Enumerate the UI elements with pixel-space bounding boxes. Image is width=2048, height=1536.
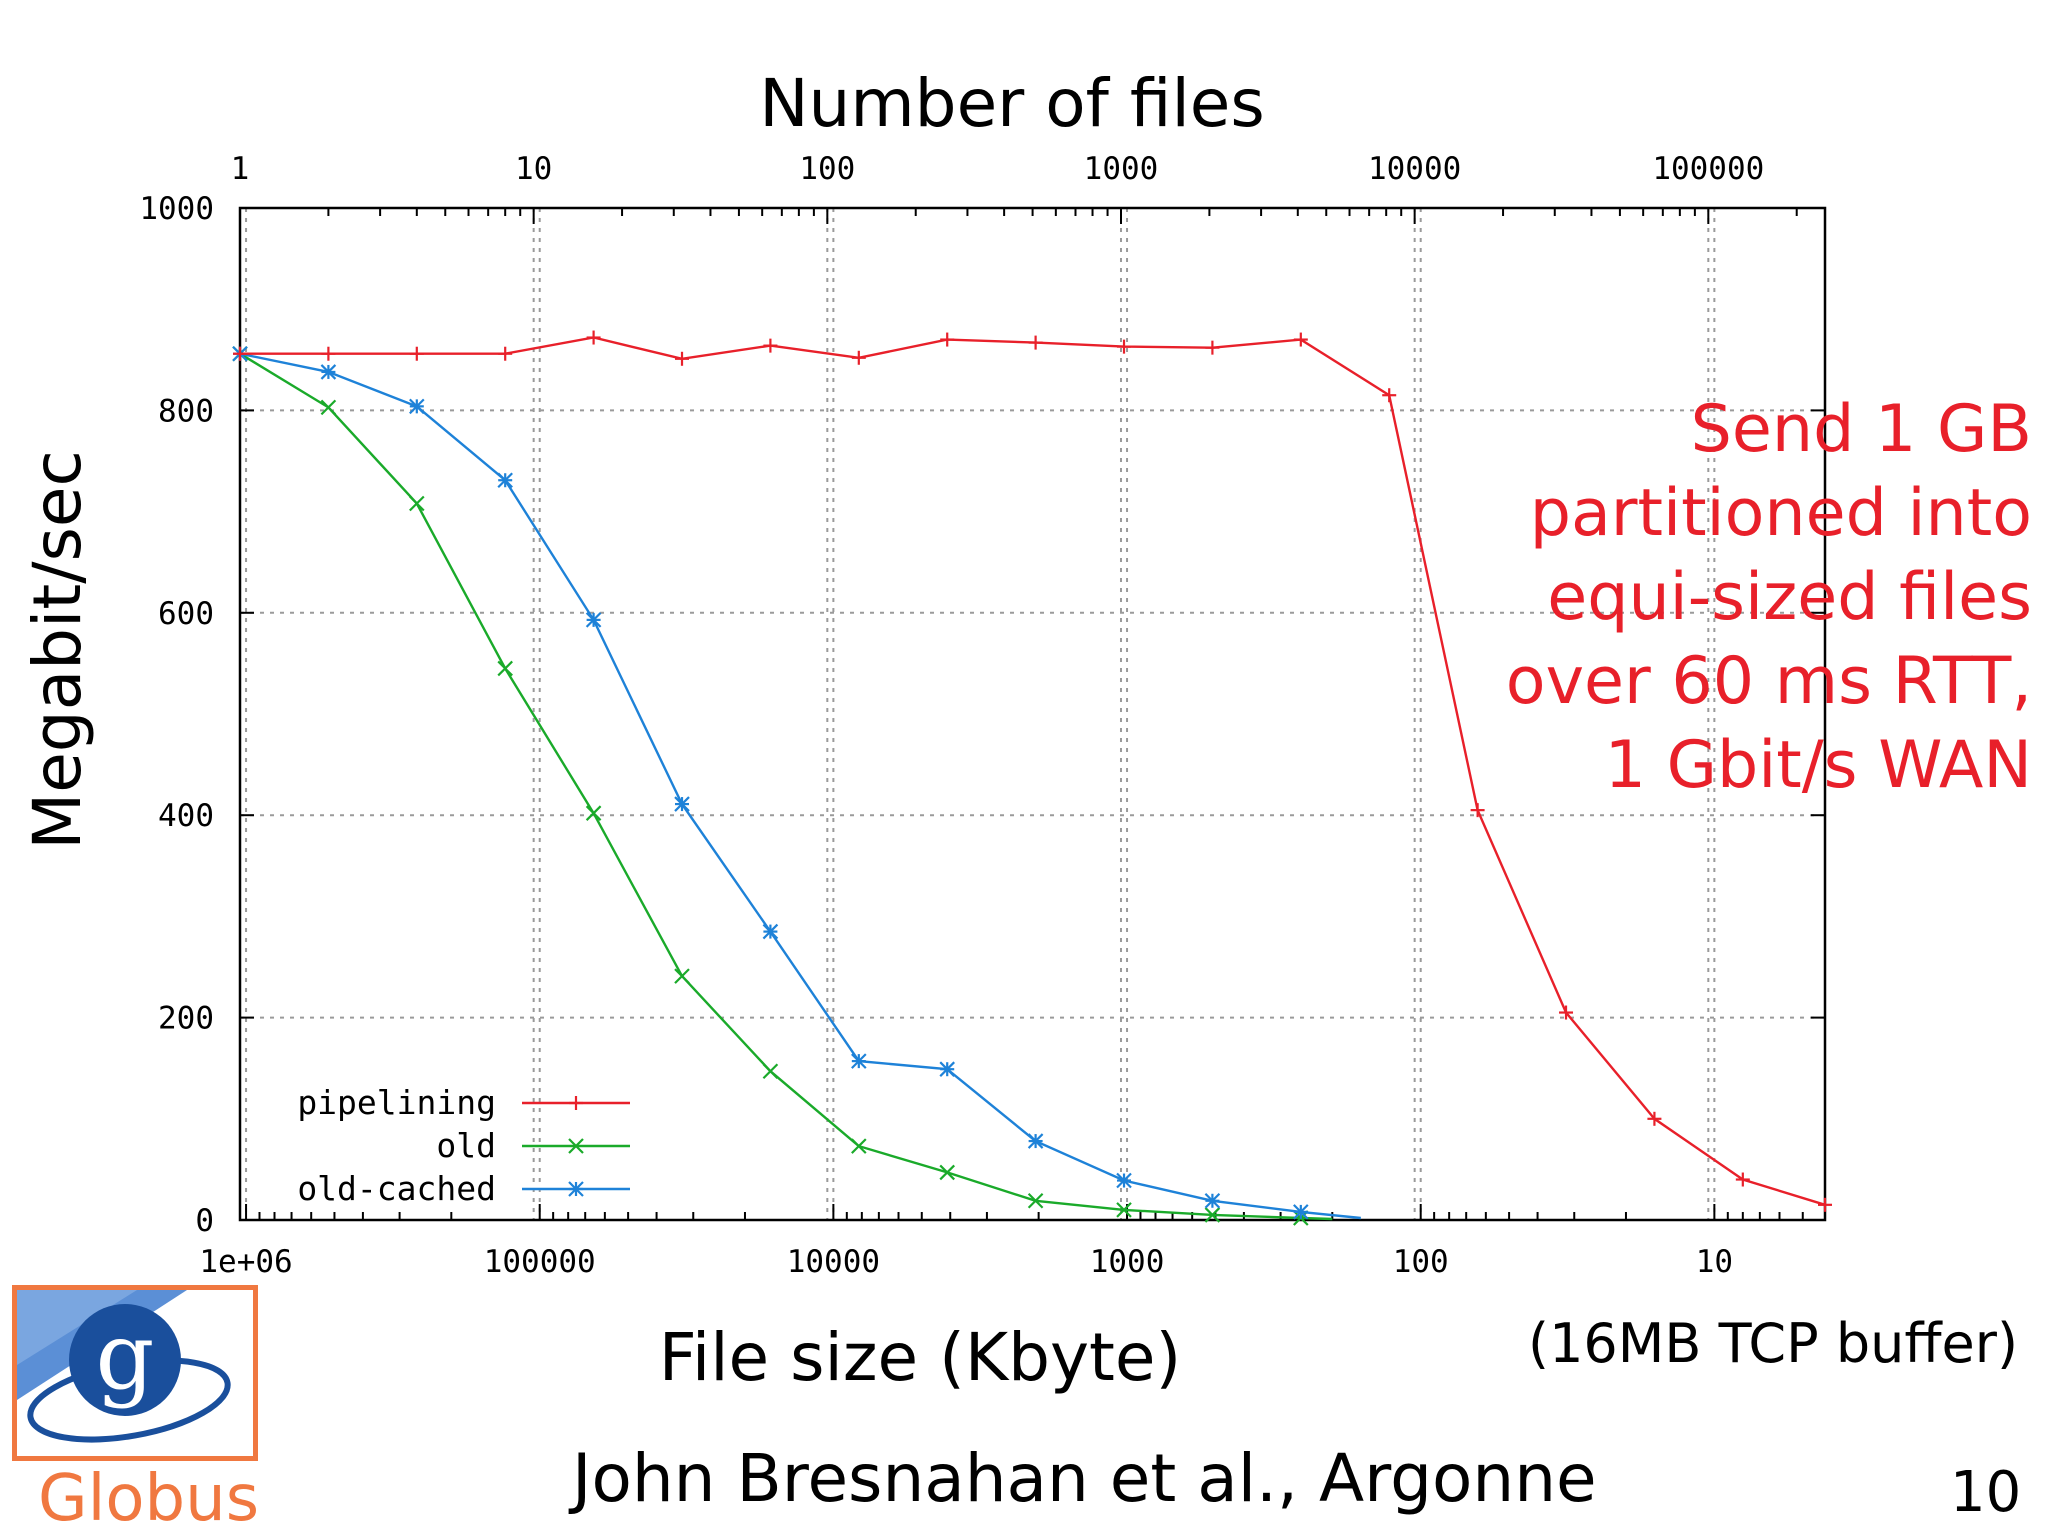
data-point-old [851,1138,867,1154]
data-point-pipelining [940,332,955,347]
x-tick-label: 10 [1696,1244,1733,1280]
legend-marker-old-cached [568,1181,584,1197]
data-point-pipelining [233,346,247,361]
data-point-pipelining [1293,332,1308,347]
x2-axis-title: Number of files [759,65,1265,142]
data-point-old-cached [1204,1192,1221,1209]
credit-text: John Bresnahan et al., Argonne [572,1440,1597,1517]
y-tick-label: 600 [158,596,214,632]
data-point-old-cached [497,472,513,489]
data-point-old [1027,1192,1044,1209]
globus-logo: g [12,1285,258,1461]
data-point-old [1204,1207,1221,1223]
data-point-pipelining [409,346,424,361]
legend-label-old: old [436,1126,496,1165]
y-tick-label: 0 [195,1203,214,1239]
data-point-old-cached [1027,1133,1044,1149]
annotation-line-3: equi-sized files [1547,560,2032,635]
x2-tick-label: 100 [799,151,855,187]
data-point-pipelining [1735,1172,1750,1187]
data-point-pipelining [1647,1111,1662,1126]
data-point-old-cached [1116,1172,1132,1189]
data-point-old-cached [762,923,779,940]
buffer-note: (16MB TCP buffer) [1528,1312,2019,1375]
globus-logo-graphic: g [17,1290,231,1443]
axes: 0 200 400 600 800 1000 1e+06 100000 10000 1000 100… [139,151,1827,1280]
x-tick-label: 100000 [484,1244,596,1280]
data-point-old [497,660,513,677]
x-tick-label: 100 [1393,1244,1449,1280]
data-point-old [585,805,602,821]
data-point-pipelining [498,346,513,361]
data-point-old-cached [585,612,602,628]
data-point-old-cached [851,1053,867,1069]
data-point-pipelining [586,330,601,345]
globus-logo-text: Globus [38,1462,260,1536]
annotation-line-4: over 60 ms RTT, [1505,644,2032,719]
y-tick-label: 200 [158,1001,214,1037]
legend-marker-old [568,1138,584,1154]
x-tick-label: 1e+06 [199,1244,292,1280]
data-point-old-cached [320,364,337,380]
x2-tick-label: 10000 [1368,151,1461,187]
data-point-old [409,495,425,512]
data-point-pipelining [1382,388,1397,403]
data-point-pipelining [1117,339,1132,354]
data-point-old [1116,1202,1132,1218]
data-point-old [939,1164,955,1181]
x-axis-title: File size (Kbyte) [659,1319,1182,1396]
data-point-old-cached [409,398,425,415]
x2-tick-label: 10 [515,151,552,187]
data-point-old [674,968,690,984]
annotation-line-5: 1 Gbit/s WAN [1604,728,2032,803]
y-tick-label: 1000 [139,191,214,227]
series-group [232,330,1832,1226]
series-line-old [239,352,1333,1221]
data-point-pipelining [321,346,336,361]
x2-tick-label: 1000 [1084,151,1159,187]
legend-label-pipelining: pipelining [297,1083,496,1122]
data-point-old-cached [939,1061,955,1077]
plot-frame [238,206,1827,1222]
data-point-pipelining [1028,335,1043,350]
x-tick-label: 1000 [1090,1244,1165,1280]
data-point-pipelining [1205,340,1220,355]
x2-tick-label: 100000 [1652,151,1764,187]
data-point-pipelining [675,351,690,366]
data-point-old-cached [674,796,690,812]
data-point-pipelining [1818,1197,1832,1212]
annotation-line-2: partitioned into [1529,476,2032,551]
legend-label-old-cached: old-cached [297,1169,496,1208]
legend-marker-pipelining [569,1096,583,1110]
x-tick-label: 10000 [787,1244,880,1280]
slide-number: 10 [1950,1460,2022,1525]
data-point-old-cached [1293,1204,1309,1220]
logo-letter: g [96,1303,155,1410]
annotation-line-1: Send 1 GB [1690,392,2032,467]
annotation-text: Send 1 GB partitioned into equi-sized fi… [1432,388,2032,808]
x2-tick-label: 1 [231,151,250,187]
legend: pipelining old old-cached [297,1083,630,1208]
series-line-old-cached [239,352,1361,1220]
y-axis-title: Megabit/sec [19,450,96,850]
data-point-pipelining [763,338,778,353]
data-point-pipelining [851,350,866,365]
y-tick-label: 800 [158,393,214,429]
y-tick-label: 400 [158,798,214,834]
data-point-pipelining [1559,1005,1574,1020]
data-point-old [762,1063,779,1080]
data-point-pipelining [1470,803,1485,818]
grid [240,208,1825,1220]
data-point-old [320,399,337,416]
